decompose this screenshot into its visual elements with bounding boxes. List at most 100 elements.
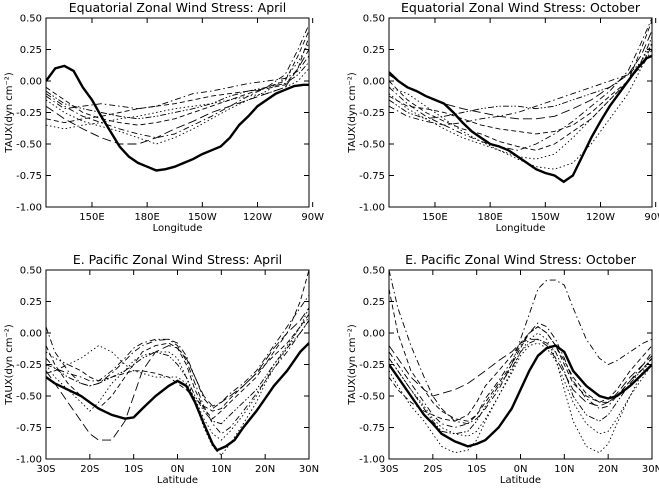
series-line-observed bbox=[389, 54, 652, 184]
chart-title: E. Pacific Zonal Wind Stress: October bbox=[405, 252, 637, 267]
series-line-model-1 bbox=[46, 30, 309, 126]
y-tick-label: 0.50 bbox=[363, 266, 385, 277]
x-tick-label: 10N bbox=[211, 464, 231, 475]
x-tick-label: 180E bbox=[134, 212, 159, 223]
x-tick-label: 120W bbox=[586, 212, 615, 223]
y-tick-label: 0.50 bbox=[20, 266, 42, 277]
y-tick-label: -0.75 bbox=[359, 423, 385, 434]
series-group bbox=[389, 270, 652, 454]
x-tick-label: 180E bbox=[477, 212, 502, 223]
chart-title: Equatorial Zonal Wind Stress: October bbox=[401, 0, 641, 15]
y-tick-label: 0.00 bbox=[20, 329, 42, 340]
y-tick-label: 0.00 bbox=[20, 77, 42, 88]
series-line-model-3 bbox=[389, 42, 652, 160]
x-tick-label: 20N bbox=[255, 464, 275, 475]
y-tick-label: 0.25 bbox=[20, 297, 42, 308]
x-axis-label: Latitude bbox=[157, 475, 198, 486]
y-tick-label: -0.50 bbox=[359, 392, 385, 403]
x-tick-label: 30N bbox=[299, 464, 319, 475]
series-line-observed bbox=[389, 344, 652, 448]
x-tick-label: 90W bbox=[644, 212, 659, 223]
x-tick-label: 20S bbox=[80, 464, 99, 475]
x-tick-label: 150W bbox=[188, 212, 217, 223]
x-tick-label: 30S bbox=[379, 464, 398, 475]
y-tick-label: 0.25 bbox=[20, 45, 42, 56]
series-line-model-1 bbox=[389, 20, 652, 151]
series-line-observed bbox=[46, 64, 309, 172]
series-line-model-8 bbox=[389, 342, 652, 437]
x-tick-label: 30N bbox=[642, 464, 659, 475]
chart-e-pacific-october: E. Pacific Zonal Wind Stress: October 0.5… bbox=[347, 252, 659, 486]
chart-e-pacific-april: E. Pacific Zonal Wind Stress: April 0.50 0… bbox=[4, 252, 319, 486]
x-tick-label: 0N bbox=[171, 464, 185, 475]
series-line-observed bbox=[46, 342, 309, 452]
x-tick-label: 0N bbox=[514, 464, 528, 475]
plot-frame bbox=[388, 17, 653, 208]
y-axis-label: TAUX(dyn cm⁻²) bbox=[4, 72, 15, 154]
series-line-model-7 bbox=[46, 55, 309, 110]
series-line-model-4 bbox=[46, 307, 309, 441]
series-line-model-7 bbox=[46, 320, 309, 435]
y-tick-label: -0.25 bbox=[16, 108, 42, 119]
y-tick-label: 0.00 bbox=[363, 77, 385, 88]
series-line-model-3 bbox=[46, 307, 309, 456]
series-line-model-8 bbox=[46, 317, 309, 441]
y-tick-label: 0.50 bbox=[20, 14, 42, 25]
y-tick-label: -0.50 bbox=[16, 140, 42, 151]
x-axis-label: Longitude bbox=[153, 223, 203, 234]
y-tick-label: -0.25 bbox=[359, 360, 385, 371]
series-line-model-6 bbox=[389, 45, 652, 135]
series-line-model-2 bbox=[46, 24, 309, 139]
x-tick-label: 30S bbox=[36, 464, 55, 475]
series-line-model-6 bbox=[46, 313, 309, 412]
series-line-model-2 bbox=[46, 294, 309, 410]
x-tick-label: 10N bbox=[554, 464, 574, 475]
y-tick-label: -1.00 bbox=[16, 203, 42, 214]
series-line-model-5 bbox=[46, 61, 309, 120]
y-tick-label: -0.50 bbox=[16, 392, 42, 403]
y-axis-label: TAUX(dyn cm⁻²) bbox=[347, 72, 358, 154]
series-line-model-3 bbox=[46, 42, 309, 145]
series-line-model-2 bbox=[389, 18, 652, 151]
series-line-model-4 bbox=[389, 30, 652, 120]
series-group bbox=[46, 270, 309, 456]
series-line-model-8 bbox=[389, 43, 652, 170]
series-line-model-6 bbox=[46, 36, 309, 124]
chart-title: Equatorial Zonal Wind Stress: April bbox=[69, 0, 286, 15]
x-axis-label: Latitude bbox=[500, 475, 541, 486]
y-tick-label: -0.25 bbox=[359, 108, 385, 119]
x-tick-label: 150E bbox=[422, 212, 447, 223]
series-line-model-5 bbox=[389, 338, 652, 435]
chart-equatorial-october: Equatorial Zonal Wind Stress: October 0.5… bbox=[347, 0, 659, 234]
y-tick-label: -0.50 bbox=[359, 140, 385, 151]
y-tick-label: 0.25 bbox=[363, 45, 385, 56]
y-tick-label: -1.00 bbox=[16, 455, 42, 466]
series-line-model-5 bbox=[389, 36, 652, 120]
series-group bbox=[389, 18, 652, 184]
y-tick-label: 0.25 bbox=[363, 297, 385, 308]
x-tick-label: 150E bbox=[79, 212, 104, 223]
series-line-model-6 bbox=[389, 326, 652, 422]
plot-frame bbox=[45, 17, 310, 208]
y-tick-label: -1.00 bbox=[359, 203, 385, 214]
x-tick-label: 20S bbox=[423, 464, 442, 475]
x-tick-label: 10S bbox=[124, 464, 143, 475]
series-line-model-4 bbox=[46, 49, 309, 145]
x-tick-label: 90W bbox=[301, 212, 324, 223]
y-tick-label: -0.25 bbox=[16, 360, 42, 371]
series-line-model-3 bbox=[389, 332, 652, 454]
y-tick-label: -0.75 bbox=[16, 171, 42, 182]
series-group bbox=[46, 24, 309, 172]
plot-frame bbox=[388, 269, 653, 460]
y-tick-label: 0.00 bbox=[363, 329, 385, 340]
x-tick-label: 10S bbox=[467, 464, 486, 475]
y-tick-label: -0.75 bbox=[16, 423, 42, 434]
x-tick-label: 20N bbox=[598, 464, 618, 475]
series-line-model-2 bbox=[389, 270, 652, 425]
y-tick-label: -1.00 bbox=[359, 455, 385, 466]
series-line-model-7 bbox=[389, 322, 652, 428]
y-axis-label: TAUX(dyn cm⁻²) bbox=[4, 324, 15, 406]
y-tick-label: 0.50 bbox=[363, 14, 385, 25]
chart-title: E. Pacific Zonal Wind Stress: April bbox=[73, 252, 282, 267]
